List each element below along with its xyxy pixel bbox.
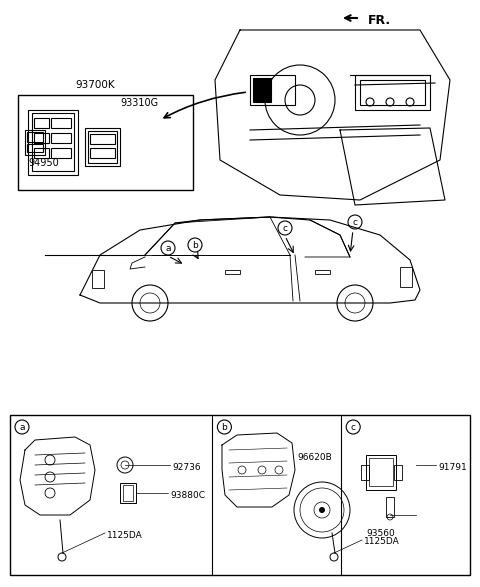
Circle shape xyxy=(319,507,325,513)
Text: c: c xyxy=(352,218,358,227)
Bar xyxy=(34,133,49,143)
Bar xyxy=(90,148,115,158)
Text: 93560: 93560 xyxy=(366,528,395,538)
Bar xyxy=(394,465,402,480)
Text: 93700K: 93700K xyxy=(75,80,115,90)
Bar xyxy=(92,270,104,288)
Bar xyxy=(32,113,74,171)
Bar xyxy=(355,75,430,110)
Text: 93880C: 93880C xyxy=(170,491,205,500)
Bar xyxy=(123,485,133,501)
Bar xyxy=(361,465,369,480)
Bar xyxy=(34,118,49,128)
Text: 94950: 94950 xyxy=(28,158,59,168)
Bar xyxy=(120,483,136,503)
Bar xyxy=(315,270,330,274)
Text: 93310G: 93310G xyxy=(120,98,158,108)
Text: c: c xyxy=(283,224,288,232)
Bar xyxy=(88,131,117,163)
Bar xyxy=(90,134,115,144)
Text: a: a xyxy=(165,244,171,252)
Bar xyxy=(18,95,193,190)
Text: b: b xyxy=(192,241,198,249)
Bar xyxy=(28,110,78,175)
Text: b: b xyxy=(222,423,227,431)
Bar xyxy=(225,270,240,274)
Text: 1125DA: 1125DA xyxy=(107,531,143,539)
Bar xyxy=(369,458,393,486)
Text: 96620B: 96620B xyxy=(297,453,332,461)
Bar xyxy=(27,144,43,152)
Bar xyxy=(27,132,43,142)
Text: 92736: 92736 xyxy=(172,463,201,471)
Text: c: c xyxy=(351,423,356,431)
Bar xyxy=(386,497,394,517)
Bar xyxy=(85,128,120,166)
Text: FR.: FR. xyxy=(368,14,391,26)
Bar xyxy=(366,455,396,490)
Bar xyxy=(10,415,470,575)
Bar xyxy=(25,130,45,155)
Text: a: a xyxy=(19,423,25,431)
Bar xyxy=(250,75,295,105)
Bar xyxy=(51,118,71,128)
Bar xyxy=(34,148,49,158)
Bar xyxy=(360,80,425,105)
Bar xyxy=(253,78,271,102)
Text: 91791: 91791 xyxy=(438,463,467,471)
Text: 1125DA: 1125DA xyxy=(364,538,400,546)
Bar xyxy=(51,148,71,158)
Bar xyxy=(400,267,412,287)
Bar xyxy=(51,133,71,143)
